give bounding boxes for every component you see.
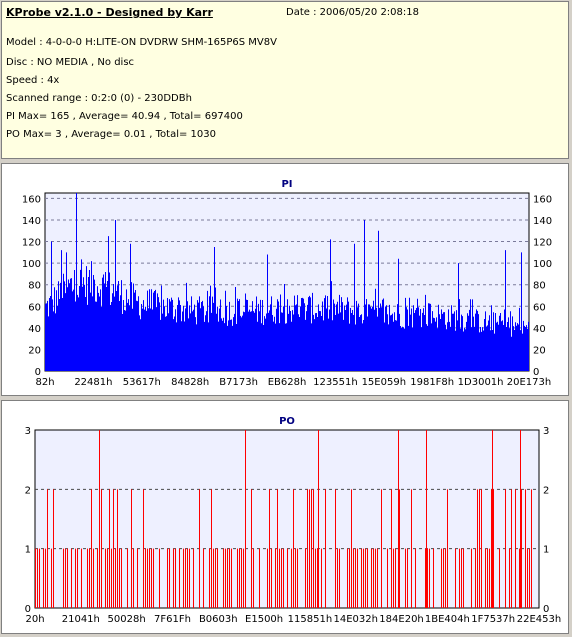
pi-chart: PI 0 0 20 20 40 40 60 60 80 80 100 100 120 120 140 140 16… [22,179,552,388]
y-tick-label-right: 60 [533,302,546,313]
chart-title: PO [279,416,295,427]
y-tick-label-left: 40 [28,324,41,335]
x-tick-label: B7173h [219,377,258,388]
x-tick-label: 20E173h [507,377,551,388]
x-tick-label: 1BE404h [425,614,470,625]
x-tick-label: E1500h [245,614,283,625]
y-tick-label-left: 1 [25,545,31,556]
x-tick-label: EB628h [268,377,307,388]
disc-line: Disc : NO MEDIA , No disc [6,57,135,68]
y-tick-label-left: 80 [28,281,41,292]
y-tick-label-right: 160 [533,194,552,205]
y-tick-label-right: 20 [533,345,546,356]
pi-chart-panel: PI 0 0 20 20 40 40 60 60 80 80 100 100 120 120 140 140 16… [1,163,569,396]
y-tick-label-left: 160 [22,194,41,205]
x-tick-label: 20h [25,614,44,625]
y-tick-label-right: 1 [543,545,549,556]
x-tick-label: 15E059h [362,377,406,388]
y-tick-label-right: 100 [533,259,552,270]
speed-line: Speed : 4x [6,75,60,86]
info-panel: KProbe v2.1.0 - Designed by Karr Date : … [1,1,569,159]
x-tick-label: 123551h [313,377,358,388]
x-tick-label: 84828h [171,377,209,388]
chart-title: PI [281,179,292,190]
x-tick-label: 22481h [74,377,112,388]
y-tick-label-left: 2 [25,485,31,496]
x-tick-label: 184E20h [379,614,423,625]
range-line: Scanned range : 0:2:0 (0) - 230DDBh [6,93,192,104]
x-tick-label: 53617h [123,377,161,388]
po-chart: PO 0 0 1 1 2 2 3 3 20h 21041h 50028h 7F61Fh B0603h E15… [25,416,562,625]
y-tick-label-left: 100 [22,259,41,270]
x-tick-label: 1D3001h [458,377,504,388]
y-tick-label-left: 60 [28,302,41,313]
x-tick-label: 1981F8h [410,377,454,388]
x-tick-label: 14E032h [333,614,377,625]
x-tick-label: 50028h [108,614,146,625]
y-tick-label-right: 80 [533,281,546,292]
x-tick-label: 22E453h [517,614,561,625]
y-tick-label-left: 0 [25,604,31,615]
y-tick-label-left: 120 [22,238,41,249]
y-tick-label-right: 3 [543,426,549,437]
po-stats-line: PO Max= 3 , Average= 0.01 , Total= 1030 [6,129,216,140]
y-tick-label-left: 0 [35,367,41,378]
scan-date: Date : 2006/05/20 2:08:18 [286,7,419,18]
y-tick-label-right: 140 [533,216,552,227]
y-tick-label-left: 140 [22,216,41,227]
pi-stats-line: PI Max= 165 , Average= 40.94 , Total= 69… [6,111,243,122]
app-title: KProbe v2.1.0 - Designed by Karr [6,6,213,19]
y-tick-label-left: 3 [25,426,31,437]
y-tick-label-right: 0 [543,604,549,615]
model-line: Model : 4-0-0-0 H:LITE-ON DVDRW SHM-165P… [6,37,277,48]
x-tick-label: 115851h [288,614,333,625]
y-tick-label-left: 20 [28,345,41,356]
x-tick-label: 21041h [62,614,100,625]
x-tick-label: 82h [35,377,54,388]
x-tick-label: B0603h [199,614,238,625]
x-tick-label: 7F61Fh [154,614,191,625]
y-tick-label-right: 120 [533,238,552,249]
y-tick-label-right: 0 [533,367,539,378]
po-chart-panel: PO 0 0 1 1 2 2 3 3 20h 21041h 50028h 7F61Fh B0603h E15… [1,400,569,634]
x-tick-label: 1F7537h [471,614,515,625]
y-tick-label-right: 2 [543,485,549,496]
y-tick-label-right: 40 [533,324,546,335]
